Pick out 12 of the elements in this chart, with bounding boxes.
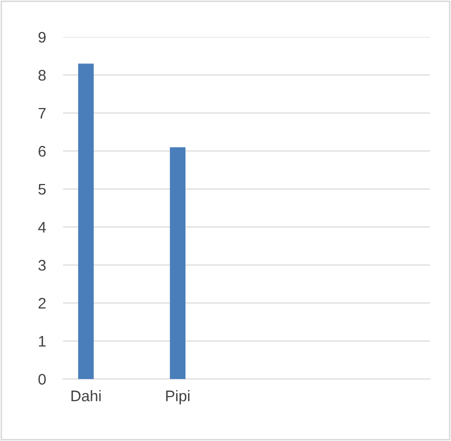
y-tick-label: 8 [38,70,46,81]
y-tick-label: 7 [38,108,46,119]
y-tick-label: 2 [38,298,46,309]
y-tick-label: 6 [38,146,46,157]
x-tick-label: Dahi [71,390,101,402]
y-tick-label: 5 [38,184,46,195]
y-tick-label: 1 [39,336,46,347]
y-tick-label: 3 [38,260,46,271]
y-tick-label: 9 [38,32,46,43]
y-tick-label: 4 [38,222,46,233]
y-tick-label: 0 [38,374,46,385]
x-tick-label: Pipi [166,390,190,404]
